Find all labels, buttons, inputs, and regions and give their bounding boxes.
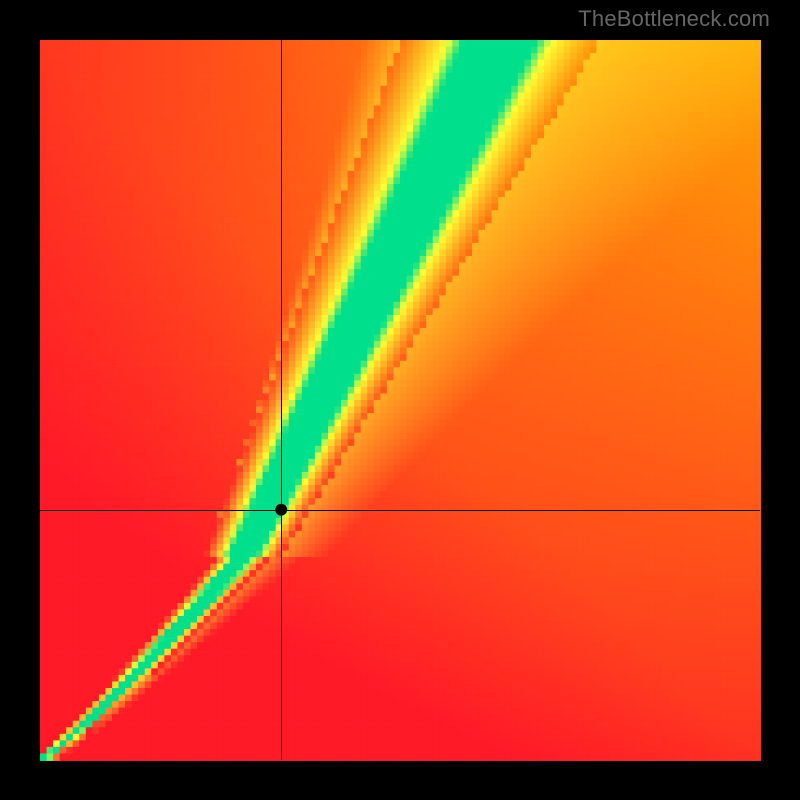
chart-container: TheBottleneck.com (0, 0, 800, 800)
bottleneck-heatmap (0, 0, 800, 800)
watermark-text: TheBottleneck.com (578, 6, 770, 32)
